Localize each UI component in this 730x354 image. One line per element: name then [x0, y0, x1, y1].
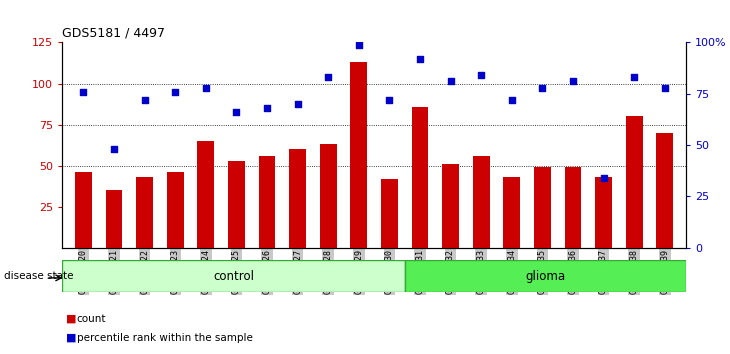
Bar	[534, 167, 551, 248]
Bar	[320, 144, 337, 248]
Bar	[412, 107, 429, 248]
Point	[567, 79, 579, 84]
Text: ■: ■	[66, 314, 76, 324]
Bar	[75, 172, 92, 248]
Point	[77, 89, 89, 95]
Point	[231, 109, 242, 115]
Point	[323, 75, 334, 80]
Point	[169, 89, 181, 95]
Bar	[626, 116, 642, 248]
Bar	[381, 179, 398, 248]
Bar	[62, 260, 405, 292]
Point	[108, 147, 120, 152]
Bar	[595, 177, 612, 248]
Point	[537, 85, 548, 91]
Point	[629, 75, 640, 80]
Point	[353, 42, 365, 47]
Bar	[564, 167, 581, 248]
Point	[598, 175, 610, 181]
Point	[445, 79, 456, 84]
Text: GDS5181 / 4497: GDS5181 / 4497	[62, 27, 165, 40]
Point	[261, 105, 273, 111]
Bar	[258, 156, 275, 248]
Point	[475, 73, 487, 78]
Text: disease state: disease state	[4, 271, 73, 281]
Bar	[289, 149, 306, 248]
Bar	[656, 133, 673, 248]
Text: ■: ■	[66, 333, 76, 343]
Bar	[167, 172, 184, 248]
Bar	[197, 141, 215, 248]
Text: glioma: glioma	[526, 270, 566, 282]
Point	[414, 56, 426, 62]
Point	[383, 97, 395, 103]
Text: percentile rank within the sample: percentile rank within the sample	[77, 333, 253, 343]
Bar	[106, 190, 123, 248]
Bar	[137, 177, 153, 248]
Point	[200, 85, 212, 91]
Bar	[473, 156, 490, 248]
Bar	[228, 161, 245, 248]
Text: control: control	[213, 270, 254, 282]
Bar	[350, 62, 367, 248]
Point	[659, 85, 671, 91]
Text: count: count	[77, 314, 106, 324]
Point	[139, 97, 150, 103]
Bar	[442, 164, 459, 248]
Bar	[405, 260, 686, 292]
Point	[292, 101, 304, 107]
Bar	[504, 177, 520, 248]
Point	[506, 97, 518, 103]
